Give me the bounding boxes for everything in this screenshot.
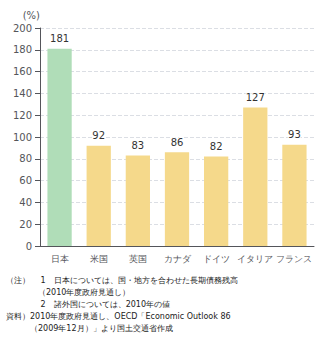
svg-text:60: 60 bbox=[19, 175, 32, 186]
svg-text:181: 181 bbox=[50, 33, 69, 44]
svg-text:80: 80 bbox=[19, 153, 32, 164]
svg-text:米国: 米国 bbox=[90, 254, 108, 264]
svg-text:ドイツ: ドイツ bbox=[203, 254, 230, 264]
svg-text:127: 127 bbox=[246, 92, 265, 103]
svg-text:（2009年12月）」より国土交通省作成: （2009年12月）」より国土交通省作成 bbox=[6, 324, 173, 333]
svg-text:（2010年度政府見通し）: （2010年度政府見通し） bbox=[6, 288, 130, 297]
svg-text:0: 0 bbox=[26, 241, 32, 252]
svg-text:120: 120 bbox=[13, 110, 32, 121]
svg-text:180: 180 bbox=[13, 44, 32, 55]
svg-text:82: 82 bbox=[210, 141, 223, 152]
svg-text:160: 160 bbox=[13, 66, 32, 77]
svg-text:200: 200 bbox=[13, 23, 32, 34]
svg-text:93: 93 bbox=[288, 129, 301, 140]
svg-text:フランス: フランス bbox=[276, 254, 312, 264]
svg-text:(%): (%) bbox=[23, 10, 40, 21]
svg-text:資料）2010年度政府見通し、OECD「Economic O: 資料）2010年度政府見通し、OECD「Economic Outlook 86 bbox=[6, 312, 231, 321]
svg-text:イタリア: イタリア bbox=[237, 254, 273, 264]
svg-text:（注） 1 日本については、国・地方を合わせた長期債務残高: （注） 1 日本については、国・地方を合わせた長期債務残高 bbox=[6, 276, 238, 285]
svg-text:40: 40 bbox=[19, 197, 32, 208]
svg-text:カナダ: カナダ bbox=[164, 254, 192, 264]
svg-text:日本: 日本 bbox=[51, 254, 69, 264]
svg-text:140: 140 bbox=[13, 88, 32, 99]
svg-text:2 諸外国については、2010年の値: 2 諸外国については、2010年の値 bbox=[6, 300, 170, 309]
svg-text:100: 100 bbox=[13, 132, 32, 143]
svg-text:83: 83 bbox=[131, 140, 144, 151]
svg-text:92: 92 bbox=[92, 130, 105, 141]
svg-text:英国: 英国 bbox=[129, 254, 147, 264]
svg-text:20: 20 bbox=[19, 219, 32, 230]
svg-text:86: 86 bbox=[171, 137, 184, 148]
